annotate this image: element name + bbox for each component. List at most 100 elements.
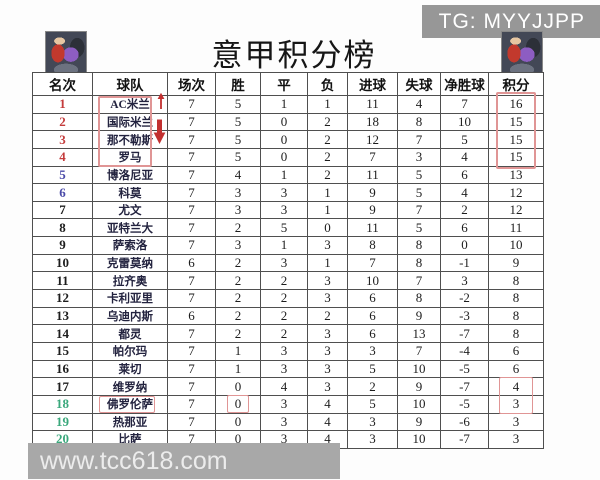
cell-goal-diff: -4 — [440, 341, 489, 361]
table-row: 9 萨索洛 7 3 1 3 8 8 0 10 — [32, 236, 544, 255]
cell-goals-against: 7 — [397, 341, 441, 361]
cell-goals-for: 9 — [347, 183, 398, 202]
cell-goals-for: 2 — [347, 377, 398, 396]
cell-points: 16 — [488, 95, 544, 114]
cell-wins: 3 — [215, 200, 261, 220]
cell-goals-against: 8 — [397, 253, 441, 273]
cell-draws: 0 — [260, 130, 308, 149]
cell-played: 7 — [167, 218, 216, 238]
cell-team: 拉齐奥 — [92, 271, 168, 291]
cell-team: 莱切 — [92, 359, 168, 379]
cell-goal-diff: -5 — [440, 394, 489, 414]
cell-wins: 1 — [215, 341, 261, 361]
table-row: 1 AC米兰 7 5 1 1 11 4 7 16 — [32, 95, 544, 114]
cell-goals-against: 10 — [397, 394, 441, 414]
cell-points: 15 — [488, 147, 544, 167]
table-row: 17 维罗纳 7 0 4 3 2 9 -7 4 — [32, 377, 544, 396]
table-row: 6 科莫 7 3 3 1 9 5 4 12 — [32, 183, 544, 202]
site-watermark: www.tcc618.com — [28, 443, 340, 479]
cell-goal-diff: -5 — [440, 359, 489, 379]
cell-team: 佛罗伦萨 — [92, 394, 168, 414]
cell-points: 15 — [488, 112, 544, 132]
cell-losses: 2 — [307, 165, 348, 185]
cell-played: 7 — [167, 324, 216, 343]
table-row: 18 佛罗伦萨 7 0 3 4 5 10 -5 3 — [32, 394, 544, 414]
cell-team: 都灵 — [92, 324, 168, 343]
cell-rank: 19 — [32, 412, 93, 432]
cell-wins: 0 — [215, 412, 261, 432]
cell-points: 3 — [488, 430, 544, 449]
cell-points: 8 — [488, 271, 544, 291]
table-row: 12 卡利亚里 7 2 2 3 6 8 -2 8 — [32, 289, 544, 308]
table-row: 15 帕尔玛 7 1 3 3 3 7 -4 6 — [32, 341, 544, 361]
cell-points: 8 — [488, 324, 544, 343]
cell-team: 尤文 — [92, 200, 168, 220]
cell-wins: 1 — [215, 359, 261, 379]
cell-goals-against: 10 — [397, 359, 441, 379]
cell-losses: 2 — [307, 147, 348, 167]
standings-body: 1 AC米兰 7 5 1 1 11 4 7 16 2 国际米兰 7 5 0 2 18 8 10 15 3 那不勒斯 7 5 0 2… — [32, 95, 544, 449]
cell-goal-diff: 6 — [440, 218, 489, 238]
cell-goals-against: 7 — [397, 130, 441, 149]
cell-played: 7 — [167, 289, 216, 308]
cell-team: 罗马 — [92, 147, 168, 167]
cell-rank: 8 — [32, 218, 93, 238]
cell-points: 6 — [488, 359, 544, 379]
cell-rank: 7 — [32, 200, 93, 220]
cell-draws: 3 — [260, 394, 308, 414]
cell-rank: 6 — [32, 183, 93, 202]
cell-goals-for: 9 — [347, 200, 398, 220]
cell-losses: 3 — [307, 271, 348, 291]
cell-team: 那不勒斯 — [92, 130, 168, 149]
cell-goal-diff: -3 — [440, 306, 489, 326]
cell-points: 11 — [488, 218, 544, 238]
cell-draws: 2 — [260, 289, 308, 308]
table-row: 5 博洛尼亚 7 4 1 2 11 5 6 13 — [32, 165, 544, 185]
cell-wins: 5 — [215, 130, 261, 149]
cell-losses: 1 — [307, 95, 348, 114]
cell-goals-for: 11 — [347, 218, 398, 238]
cell-points: 8 — [488, 306, 544, 326]
cell-goals-for: 11 — [347, 165, 398, 185]
column-header-7: 失球 — [397, 72, 441, 96]
cell-points: 3 — [488, 412, 544, 432]
column-header-1: 球队 — [92, 72, 168, 96]
cell-points: 8 — [488, 289, 544, 308]
cell-goal-diff: -7 — [440, 324, 489, 343]
cell-losses: 0 — [307, 218, 348, 238]
cell-goals-for: 10 — [347, 271, 398, 291]
cell-played: 7 — [167, 147, 216, 167]
column-header-8: 净胜球 — [440, 72, 489, 96]
cell-draws: 2 — [260, 324, 308, 343]
cell-points: 12 — [488, 183, 544, 202]
cell-team: 博洛尼亚 — [92, 165, 168, 185]
cell-team: 热那亚 — [92, 412, 168, 432]
cell-goals-for: 3 — [347, 341, 398, 361]
cell-played: 7 — [167, 95, 216, 114]
column-header-9: 积分 — [488, 72, 544, 96]
cell-goal-diff: -6 — [440, 412, 489, 432]
cell-team: 维罗纳 — [92, 377, 168, 396]
cell-goals-for: 3 — [347, 412, 398, 432]
column-header-5: 负 — [307, 72, 348, 96]
cell-wins: 2 — [215, 306, 261, 326]
cell-draws: 0 — [260, 112, 308, 132]
cell-goal-diff: 6 — [440, 165, 489, 185]
cell-losses: 1 — [307, 183, 348, 202]
cell-team: 克雷莫纳 — [92, 253, 168, 273]
cell-draws: 2 — [260, 271, 308, 291]
cell-goals-against: 3 — [397, 147, 441, 167]
cell-wins: 3 — [215, 236, 261, 255]
cell-played: 7 — [167, 377, 216, 396]
standings-table: 名次 球队 场次胜平负进球 失球 净胜球 积分 1 AC米兰 7 5 1 1 11 4 7 16 2 国际米兰 7… — [32, 72, 544, 449]
header-row: 名次 球队 场次胜平负进球 失球 净胜球 积分 — [32, 72, 544, 96]
cell-goal-diff: 4 — [440, 147, 489, 167]
cell-played: 6 — [167, 306, 216, 326]
cell-draws: 3 — [260, 183, 308, 202]
cell-goals-for: 5 — [347, 359, 398, 379]
cell-played: 7 — [167, 165, 216, 185]
cell-rank: 2 — [32, 112, 93, 132]
cell-goals-against: 8 — [397, 112, 441, 132]
cell-played: 6 — [167, 253, 216, 273]
cell-losses: 4 — [307, 412, 348, 432]
